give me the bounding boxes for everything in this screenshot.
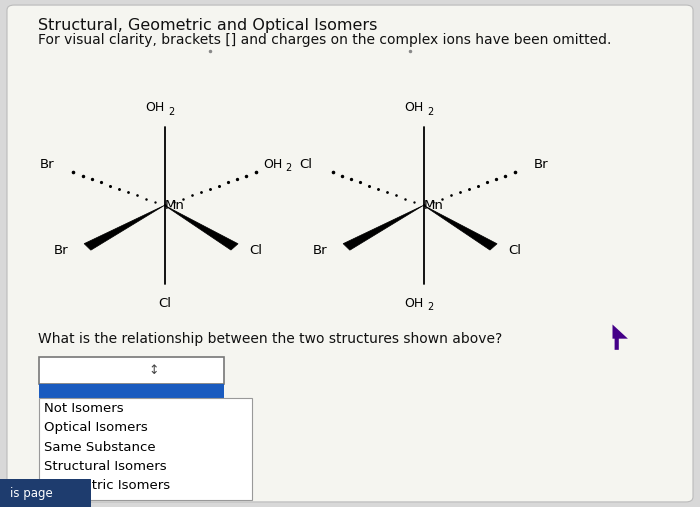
Text: Br: Br	[313, 244, 327, 258]
Text: Mn: Mn	[424, 199, 443, 212]
Text: Geometric Isomers: Geometric Isomers	[44, 479, 170, 492]
FancyBboxPatch shape	[0, 479, 91, 507]
Text: Mn: Mn	[164, 199, 184, 212]
Polygon shape	[424, 205, 497, 250]
Text: Cl: Cl	[508, 244, 521, 258]
FancyBboxPatch shape	[7, 5, 693, 502]
Text: Same Substance: Same Substance	[44, 441, 155, 454]
Polygon shape	[84, 205, 164, 250]
Text: Cl: Cl	[249, 244, 262, 258]
Polygon shape	[164, 205, 238, 250]
Text: 2: 2	[286, 163, 292, 173]
FancyBboxPatch shape	[38, 384, 224, 398]
Text: Not Isomers: Not Isomers	[44, 402, 124, 415]
Text: 2: 2	[427, 302, 433, 312]
Text: ↕: ↕	[148, 364, 159, 377]
Text: OH: OH	[146, 101, 164, 114]
Text: Structural, Geometric and Optical Isomers: Structural, Geometric and Optical Isomer…	[38, 18, 378, 33]
Polygon shape	[612, 324, 628, 350]
Text: 2: 2	[168, 106, 174, 117]
Text: 2: 2	[427, 106, 433, 117]
Text: Br: Br	[534, 158, 548, 171]
Text: Br: Br	[40, 158, 54, 171]
FancyBboxPatch shape	[38, 398, 252, 500]
Text: What is the relationship between the two structures shown above?: What is the relationship between the two…	[38, 332, 503, 346]
Text: Optical Isomers: Optical Isomers	[44, 421, 148, 434]
Text: OH: OH	[405, 101, 424, 114]
Text: Cl: Cl	[300, 158, 312, 171]
Text: Structural Isomers: Structural Isomers	[44, 460, 167, 473]
Text: Cl: Cl	[158, 297, 171, 310]
Text: OH: OH	[262, 158, 282, 171]
Text: is page: is page	[10, 487, 53, 500]
Text: For visual clarity, brackets [] and charges on the complex ions have been omitte: For visual clarity, brackets [] and char…	[38, 33, 612, 47]
Polygon shape	[343, 205, 424, 250]
FancyBboxPatch shape	[38, 357, 224, 384]
Text: OH: OH	[405, 297, 424, 310]
Text: Br: Br	[54, 244, 68, 258]
